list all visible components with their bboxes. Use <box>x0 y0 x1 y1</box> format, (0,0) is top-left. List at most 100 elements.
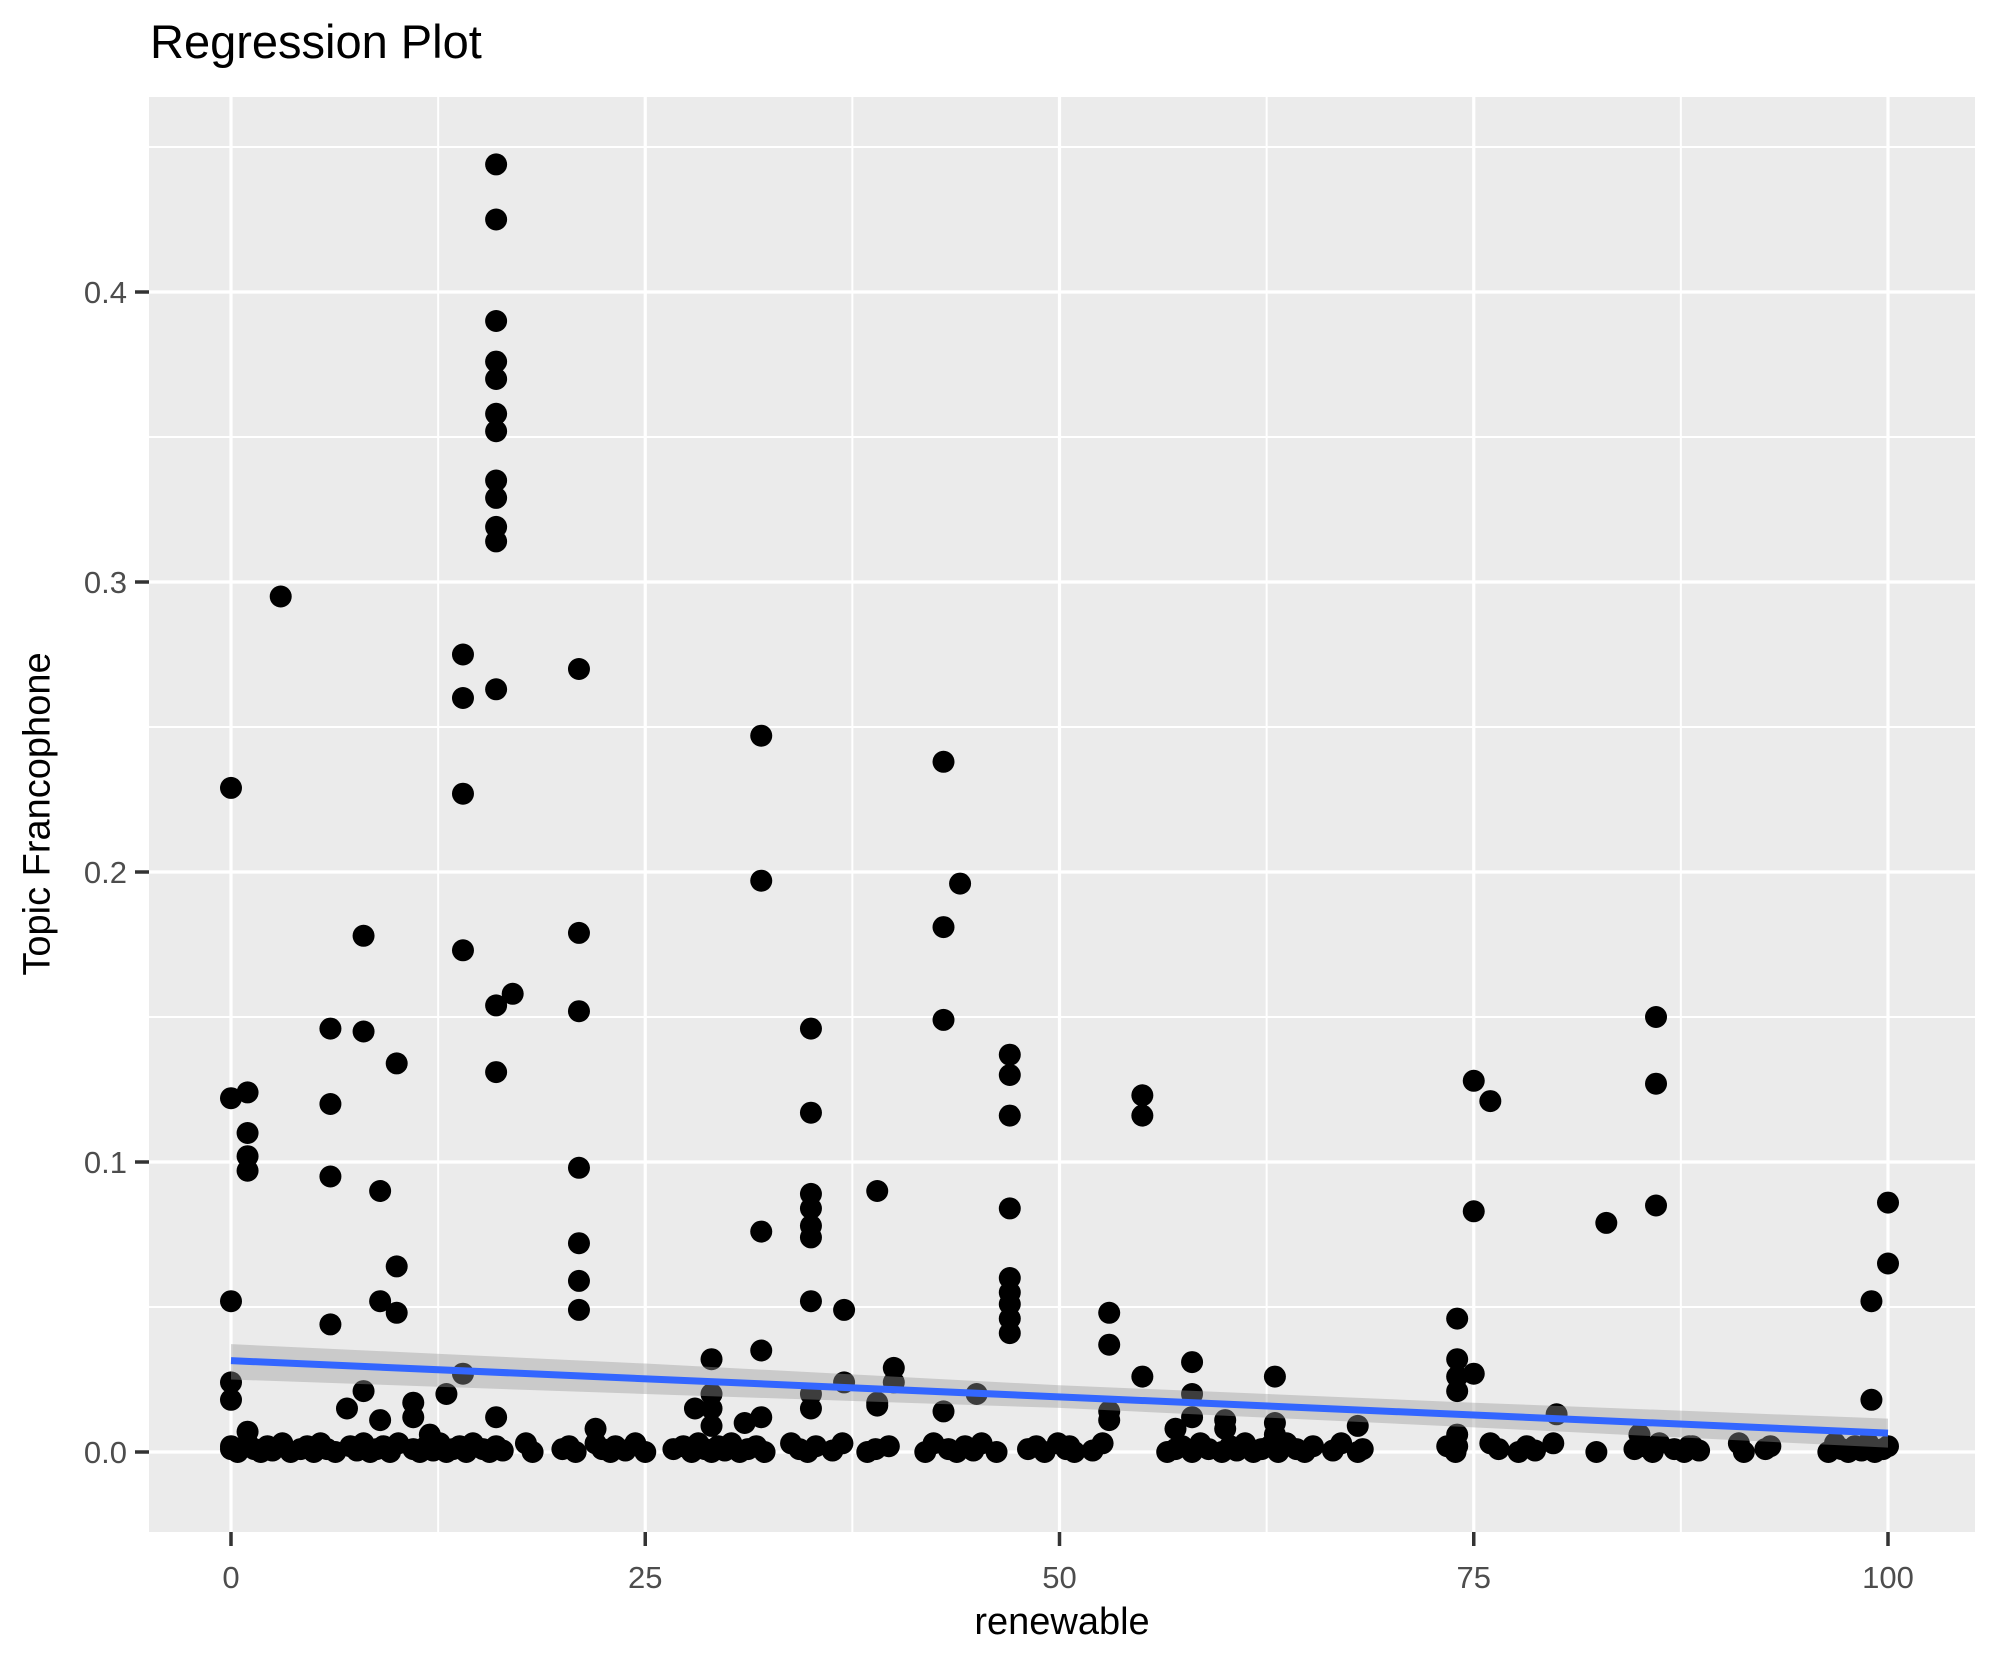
data-point <box>1462 1200 1485 1223</box>
data-point <box>799 1017 822 1040</box>
data-point <box>1330 1432 1353 1455</box>
data-point <box>269 585 292 608</box>
data-point <box>1462 1069 1485 1092</box>
data-point <box>1446 1380 1469 1403</box>
data-point <box>733 1412 756 1434</box>
data-point <box>567 1000 590 1023</box>
data-point <box>831 1432 854 1455</box>
data-point <box>1688 1439 1711 1462</box>
data-point <box>799 1101 822 1124</box>
data-point <box>220 1388 242 1411</box>
data-point <box>435 1383 458 1405</box>
data-point <box>1645 1072 1668 1095</box>
data-point <box>949 872 972 895</box>
data-point <box>567 1298 590 1321</box>
data-point <box>352 924 375 947</box>
data-point <box>501 982 524 1005</box>
data-point <box>220 1290 242 1313</box>
data-point <box>750 1339 773 1362</box>
data-point <box>1181 1406 1204 1429</box>
scatter-points <box>220 153 1899 1463</box>
data-point <box>567 1269 590 1292</box>
data-point <box>319 1093 342 1115</box>
data-point <box>1524 1439 1547 1462</box>
data-point <box>750 724 773 747</box>
data-point <box>1759 1435 1782 1458</box>
data-point <box>485 153 508 176</box>
data-point <box>1479 1090 1502 1113</box>
data-point <box>1098 1301 1121 1324</box>
regression-line <box>230 1357 1889 1437</box>
data-point <box>1860 1388 1883 1411</box>
data-point <box>932 916 955 939</box>
data-point <box>485 350 508 373</box>
data-point <box>932 1400 955 1423</box>
data-point <box>1131 1365 1154 1388</box>
data-point <box>220 1087 242 1110</box>
data-point <box>319 1017 342 1040</box>
data-point <box>799 1226 822 1249</box>
data-point <box>700 1397 723 1420</box>
data-point <box>932 1008 955 1031</box>
data-point <box>567 1232 590 1255</box>
data-point <box>564 1441 587 1463</box>
data-point <box>799 1290 822 1313</box>
data-point <box>451 643 474 666</box>
data-point <box>998 1197 1021 1220</box>
data-point <box>369 1290 392 1313</box>
data-point <box>485 402 508 425</box>
data-point <box>1487 1438 1510 1461</box>
data-point <box>1058 1435 1081 1458</box>
data-point <box>998 1104 1021 1127</box>
data-point <box>1446 1307 1469 1330</box>
data-point <box>753 1441 776 1463</box>
data-point <box>750 869 773 892</box>
x-tick-label: 0 <box>222 1560 239 1595</box>
data-point <box>1446 1348 1469 1371</box>
data-point <box>485 678 508 701</box>
data-point <box>485 208 508 231</box>
data-point <box>236 1122 259 1144</box>
data-point <box>804 1435 827 1458</box>
data-point <box>319 1313 342 1336</box>
data-point <box>385 1052 408 1075</box>
data-point <box>750 1220 773 1243</box>
x-tick-label: 50 <box>1042 1560 1076 1595</box>
data-point <box>866 1394 889 1417</box>
data-point <box>369 1409 392 1432</box>
data-point <box>1585 1441 1608 1463</box>
y-tick-label: 0.2 <box>84 855 127 890</box>
data-point <box>485 420 508 443</box>
data-point <box>932 750 955 773</box>
x-axis-title: renewable <box>974 1601 1150 1643</box>
data-point <box>1302 1435 1325 1458</box>
data-point <box>700 1414 723 1437</box>
data-point <box>485 310 508 332</box>
data-point <box>998 1043 1021 1066</box>
data-point <box>402 1406 425 1429</box>
data-point <box>1131 1084 1154 1107</box>
data-point <box>385 1301 408 1324</box>
data-point <box>1542 1432 1565 1455</box>
data-point <box>352 1380 375 1403</box>
data-point <box>1645 1194 1668 1217</box>
data-point <box>683 1397 706 1420</box>
data-point <box>998 1064 1021 1086</box>
data-point <box>1098 1409 1121 1432</box>
data-point <box>799 1197 822 1220</box>
data-point <box>352 1020 375 1043</box>
data-point <box>451 782 474 805</box>
data-point <box>1091 1432 1114 1455</box>
data-point <box>799 1397 822 1420</box>
data-point <box>1214 1417 1237 1440</box>
data-point <box>998 1322 1021 1345</box>
data-point <box>451 939 474 962</box>
plot-title: Regression Plot <box>150 15 482 68</box>
data-point <box>1462 1362 1485 1385</box>
data-point <box>491 1439 514 1462</box>
data-point <box>236 1081 259 1104</box>
data-point <box>567 658 590 680</box>
data-point <box>700 1348 723 1371</box>
data-point <box>1595 1211 1618 1234</box>
data-point <box>567 1156 590 1179</box>
